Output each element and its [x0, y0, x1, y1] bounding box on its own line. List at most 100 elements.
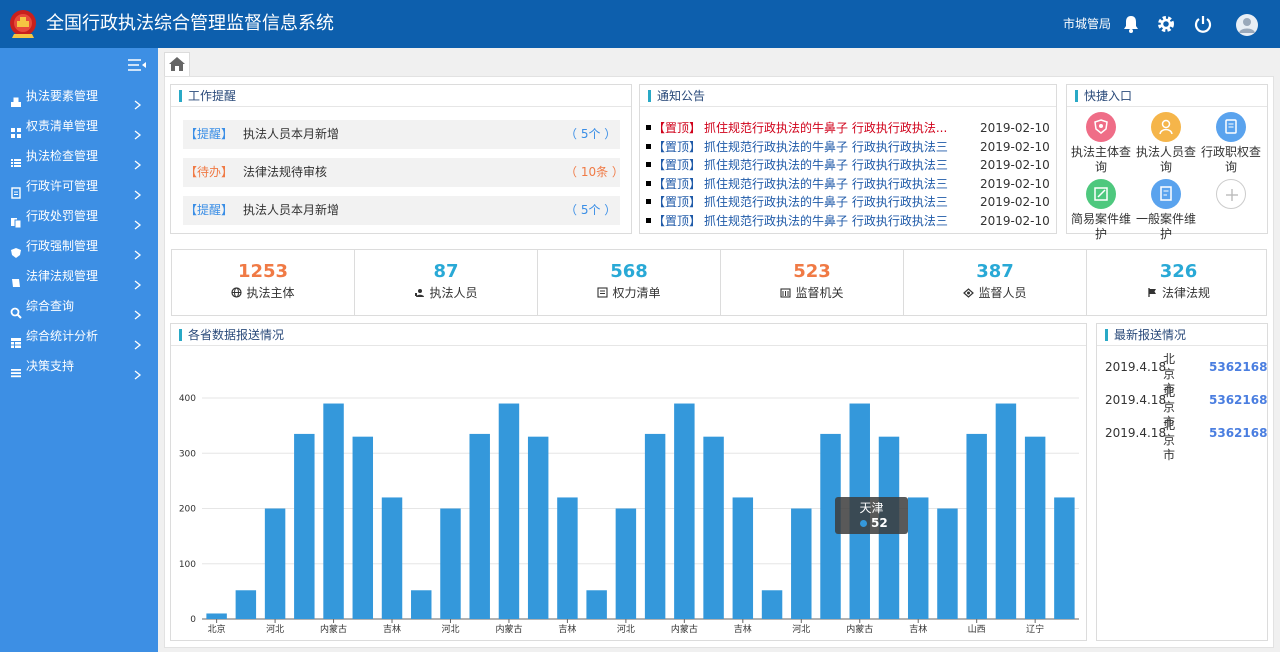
- sidebar-item-label: 行政强制管理: [26, 239, 99, 253]
- sidebar-item-6[interactable]: 行政强制管理: [0, 231, 158, 261]
- bar[interactable]: [1054, 497, 1075, 619]
- bar[interactable]: [1024, 436, 1046, 619]
- sidebar-item-10[interactable]: 决策支持: [0, 351, 158, 381]
- sidebar-item-8[interactable]: 综合查询: [0, 291, 158, 321]
- quick-entry-label: 行政职权查询: [1200, 145, 1261, 174]
- bar[interactable]: [615, 508, 637, 620]
- bar[interactable]: [235, 590, 257, 619]
- stat-value: 1253: [237, 261, 289, 282]
- add-shortcut-button[interactable]: [1198, 179, 1264, 243]
- sidebar-item-2[interactable]: 权责清单管理: [0, 111, 158, 141]
- notice-date: 2019-02-10: [980, 195, 1050, 209]
- bar[interactable]: [294, 433, 315, 619]
- report-row[interactable]: 2019.4.18 北京市 5362168: [1105, 418, 1267, 462]
- bell-icon[interactable]: [1121, 14, 1141, 34]
- reminder-tag: 【提醒】: [185, 203, 234, 217]
- bar[interactable]: [586, 590, 607, 619]
- report-row[interactable]: 2019.4.18 北京市 5362168: [1105, 385, 1267, 429]
- bar[interactable]: [703, 436, 724, 619]
- notice-item[interactable]: 【置顶】 抓住规范行政执法的牛鼻子 行政执行政执法三 2019-02-10: [644, 212, 1052, 230]
- bar[interactable]: [820, 433, 841, 619]
- notice-title-link[interactable]: 抓住规范行政执法的牛鼻子 行政执行政执法三: [704, 213, 948, 228]
- quick-entry-2[interactable]: 执法人员查询: [1133, 112, 1199, 176]
- notice-panel: 通知公告 【置顶】 抓住规范行政执法的牛鼻子 行政执行政执法... 2019-02-…: [639, 84, 1057, 234]
- bar[interactable]: [966, 433, 987, 619]
- stat-card[interactable]: 523 监督机关: [721, 250, 904, 315]
- notice-title-link[interactable]: 抓住规范行政执法的牛鼻子 行政执行政执法...: [704, 121, 948, 135]
- menu-collapse-icon[interactable]: [126, 56, 148, 74]
- bar[interactable]: [469, 433, 490, 619]
- notice-title-link[interactable]: 抓住规范行政执法的牛鼻子 行政执行政执法三: [704, 195, 948, 209]
- sidebar-item-4[interactable]: 行政许可管理: [0, 171, 158, 201]
- stat-value: 387: [976, 261, 1014, 282]
- chevron-right-icon: [134, 91, 142, 110]
- bar[interactable]: [761, 590, 783, 619]
- bar[interactable]: [440, 508, 461, 620]
- quick-entry-3[interactable]: 行政职权查询: [1198, 112, 1264, 176]
- quick-entry-5[interactable]: 一般案件维护: [1133, 179, 1199, 243]
- quick-entry-4[interactable]: 简易案件维护: [1068, 179, 1134, 243]
- sidebar-item-7[interactable]: 法律法规管理: [0, 261, 158, 291]
- bar[interactable]: [381, 497, 403, 619]
- notice-title-link[interactable]: 抓住规范行政执法的牛鼻子 行政执行政执法三: [704, 176, 948, 191]
- avatar[interactable]: [1236, 14, 1258, 36]
- sidebar-item-3[interactable]: 执法检查管理: [0, 141, 158, 171]
- reminder-item[interactable]: 【提醒】 执法人员本月新增 （ 5个 ）: [183, 120, 620, 149]
- sidebar-item-9[interactable]: 综合统计分析: [0, 321, 158, 351]
- reminder-item[interactable]: 【提醒】 执法人员本月新增 （ 5个 ）: [183, 196, 620, 225]
- bar[interactable]: [791, 508, 812, 620]
- x-tick-label: 吉林: [734, 623, 752, 635]
- notice-title-link[interactable]: 抓住规范行政执法的牛鼻子 行政执行政执法三: [704, 139, 948, 154]
- notice-item[interactable]: 【置顶】 抓住规范行政执法的牛鼻子 行政执行政执法三 2019-02-10: [644, 193, 1052, 211]
- notice-item[interactable]: 【置顶】 抓住规范行政执法的牛鼻子 行政执行政执法三 2019-02-10: [644, 156, 1052, 174]
- report-city: 北京市: [1163, 418, 1176, 462]
- bar[interactable]: [644, 433, 666, 619]
- stat-label: 监督人员: [978, 286, 1027, 300]
- stat-card[interactable]: 568 权力清单: [538, 250, 721, 315]
- tab-home[interactable]: [164, 52, 190, 76]
- cubes-icon: [10, 90, 22, 107]
- notice-date: 2019-02-10: [980, 139, 1050, 154]
- notice-item[interactable]: 【置顶】 抓住规范行政执法的牛鼻子 行政执行政执法三 2019-02-10: [644, 175, 1052, 193]
- reminder-tag: 【待办】: [185, 165, 234, 179]
- report-row[interactable]: 2019.4.18 北京市 5362168: [1105, 352, 1267, 396]
- bar[interactable]: [907, 497, 929, 619]
- bar[interactable]: [206, 613, 227, 619]
- notice-date: 2019-02-10: [980, 213, 1050, 228]
- bullet-icon: [646, 180, 651, 186]
- reminder-item[interactable]: 【待办】 法律法规待审核 （ 10条 ）: [183, 158, 624, 187]
- bar[interactable]: [352, 436, 374, 619]
- x-tick-label: 内蒙古: [671, 623, 698, 635]
- panel-title: 工作提醒: [188, 89, 237, 103]
- notice-item[interactable]: 【置顶】 抓住规范行政执法的牛鼻子 行政执行政执法... 2019-02-10: [644, 119, 1052, 137]
- x-tick-label: 河北: [266, 623, 284, 635]
- notice-tag: 【置顶】: [653, 121, 702, 135]
- power-icon[interactable]: [1193, 14, 1213, 34]
- bar[interactable]: [498, 403, 520, 619]
- bar[interactable]: [674, 403, 695, 619]
- gear-icon[interactable]: [1156, 14, 1176, 34]
- bar[interactable]: [527, 436, 549, 619]
- stat-card[interactable]: 1253 执法主体: [172, 250, 355, 315]
- bar[interactable]: [937, 508, 958, 620]
- user-org-label[interactable]: 市城管局: [1063, 17, 1112, 31]
- sidebar-item-1[interactable]: 执法要素管理: [0, 81, 158, 111]
- stats-bar: 1253 执法主体 87 执法人员 568 权力清单 523 监督机关 387 监督人员 326 法律…: [171, 249, 1267, 316]
- bar[interactable]: [323, 403, 344, 619]
- sidebar-item-5[interactable]: 行政处罚管理: [0, 201, 158, 231]
- stat-card[interactable]: 326 法律法规: [1087, 250, 1270, 315]
- stat-label-row: 法律法规: [1087, 285, 1270, 301]
- bar[interactable]: [411, 590, 432, 619]
- stat-card[interactable]: 87 执法人员: [355, 250, 538, 315]
- bullet-icon: [646, 125, 651, 130]
- quick-entry-1[interactable]: 执法主体查询: [1068, 112, 1134, 176]
- x-tick-label: 内蒙古: [846, 623, 873, 635]
- bar[interactable]: [557, 497, 578, 619]
- x-tick-label: 河北: [792, 623, 810, 635]
- notice-item[interactable]: 【置顶】 抓住规范行政执法的牛鼻子 行政执行政执法三 2019-02-10: [644, 138, 1052, 156]
- bar[interactable]: [732, 497, 754, 619]
- bar[interactable]: [264, 508, 286, 620]
- notice-title-link[interactable]: 抓住规范行政执法的牛鼻子 行政执行政执法三: [704, 158, 948, 172]
- stat-card[interactable]: 387 监督人员: [904, 250, 1087, 315]
- bar[interactable]: [995, 403, 1017, 619]
